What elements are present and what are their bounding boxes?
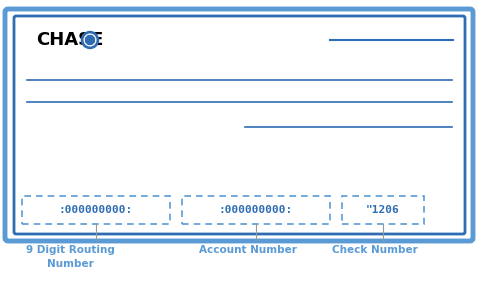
Bar: [182, 196, 330, 224]
Text: "1206: "1206: [366, 205, 400, 215]
Polygon shape: [86, 36, 94, 44]
Text: CHASE: CHASE: [36, 31, 103, 49]
Bar: [22, 196, 170, 224]
Circle shape: [84, 34, 96, 46]
Text: :000000000:: :000000000:: [219, 205, 293, 215]
Text: :000000000:: :000000000:: [59, 205, 133, 215]
Circle shape: [81, 32, 99, 49]
Text: Check Number: Check Number: [332, 245, 418, 255]
Text: Account Number: Account Number: [199, 245, 297, 255]
Bar: [342, 196, 424, 224]
FancyBboxPatch shape: [5, 9, 473, 241]
Text: 9 Digit Routing
Number: 9 Digit Routing Number: [25, 245, 114, 269]
